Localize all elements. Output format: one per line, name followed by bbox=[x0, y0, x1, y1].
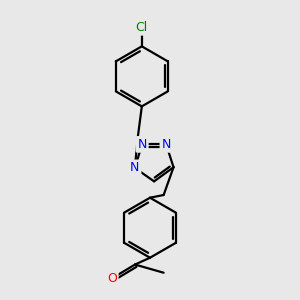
Text: O: O bbox=[107, 272, 117, 285]
Text: Cl: Cl bbox=[136, 21, 148, 34]
Text: N: N bbox=[161, 138, 171, 151]
Text: N: N bbox=[130, 161, 140, 174]
Text: N: N bbox=[137, 138, 147, 151]
